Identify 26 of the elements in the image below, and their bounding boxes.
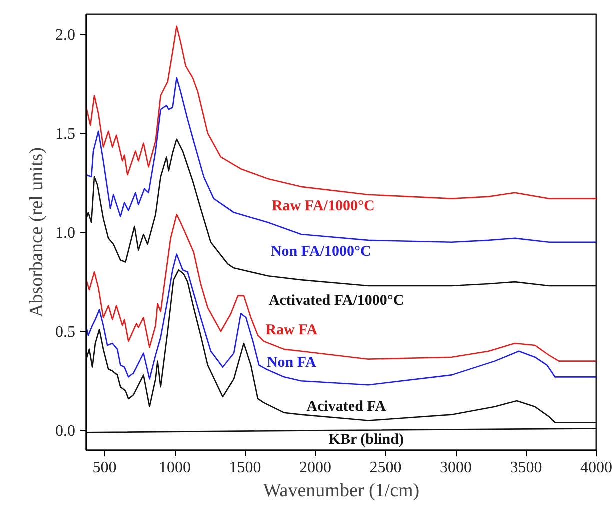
y-tick-label: 0.5 — [56, 324, 76, 342]
line-series — [86, 26, 596, 200]
x-tick-label: 2000 — [300, 460, 332, 476]
line-series — [86, 270, 596, 424]
series-label: Non FA — [266, 355, 316, 372]
series-label: Activated FA/1000°C — [268, 293, 404, 310]
x-tick-label: 1000 — [159, 460, 192, 476]
x-tick-label: 500 — [92, 460, 117, 476]
x-tick-label: 3000 — [440, 460, 472, 476]
y-tick-label: 0.0 — [56, 423, 76, 440]
y-tick-label: 2.0 — [56, 26, 76, 44]
series-label: KBr (blind) — [328, 432, 404, 448]
series-label: Non FA/1000°C — [270, 244, 372, 260]
line-series — [86, 77, 596, 244]
x-tick-label: 1500 — [229, 460, 262, 476]
x-tick-label: 3500 — [510, 460, 542, 476]
y-tick-label: 1.0 — [56, 225, 76, 242]
series-label: Raw FA — [266, 322, 318, 338]
x-tick-label: 2500 — [370, 460, 402, 476]
y-tick-label: 1.5 — [56, 126, 76, 143]
x-tick-label: 4000 — [580, 460, 612, 476]
line-series — [86, 138, 596, 287]
y-axis-title: Absorbance (rel units) — [26, 148, 48, 318]
series-label: Raw FA/1000°C — [272, 198, 375, 214]
x-axis-title: Wavenumber (1/cm) — [263, 480, 420, 502]
series-label: Acivated FA — [306, 398, 386, 415]
